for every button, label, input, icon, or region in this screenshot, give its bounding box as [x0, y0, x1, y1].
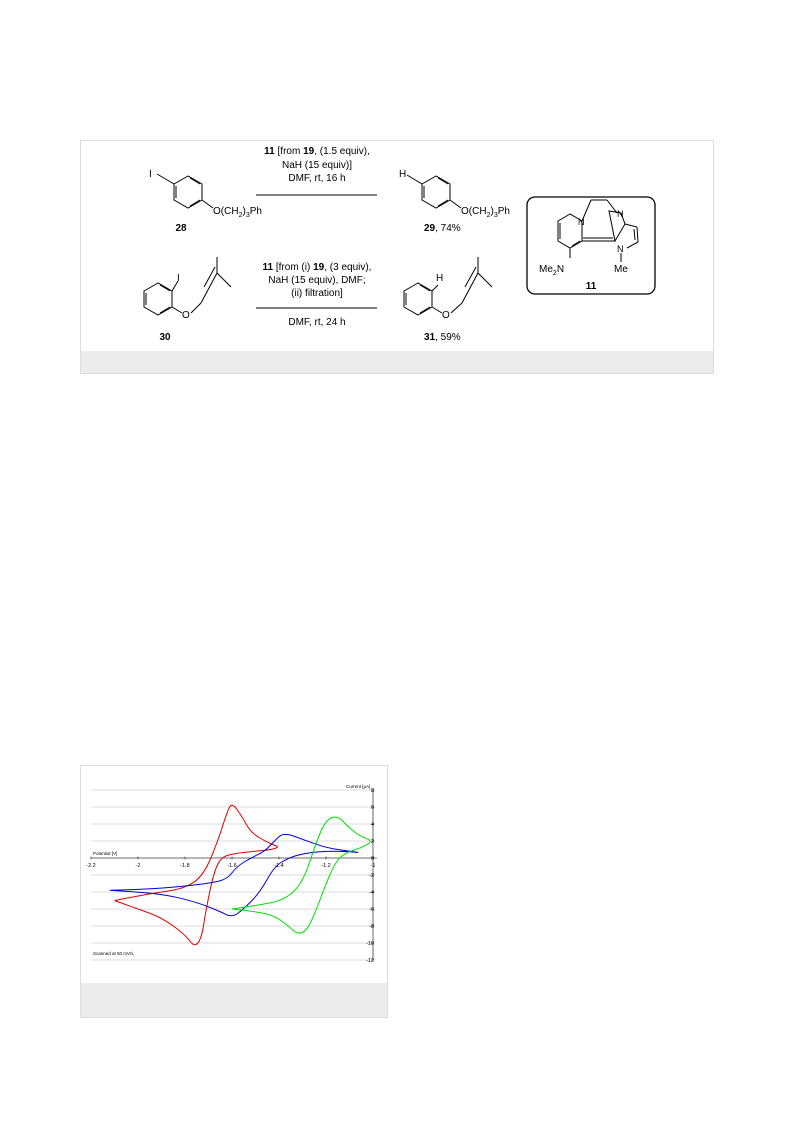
- x-tick-label: -1.2: [321, 863, 330, 869]
- compound-label-29: 29, 74%: [424, 223, 461, 234]
- y-tick-label: -12: [366, 958, 374, 964]
- chart-title: Current [μA]: [346, 784, 370, 789]
- reagent-1-line1: 11 [from 19, (1.5 equiv),: [264, 146, 370, 157]
- compound-label-11: 11: [586, 281, 597, 292]
- scheme-caption-bar: [81, 351, 713, 373]
- reaction-scheme: I O(CH2)3Ph 28 11 [from 19, (1.5 equiv),…: [80, 140, 714, 374]
- hydrogen-label-31: H: [436, 273, 443, 284]
- y-tick-label: -2: [369, 873, 374, 879]
- y-tick-label: -4: [369, 890, 374, 896]
- compound-label-31: 31, 59%: [424, 332, 461, 343]
- cv-series-line-1: [114, 804, 279, 946]
- ring-n-label-1: N: [578, 217, 585, 227]
- cyclic-voltammogram-chart: -2.2 -2 -1.8 -1.6 -1.4 -1.2 -1 8 6 4 2 0 -2 -4 -6 -8 -10…: [86, 784, 377, 964]
- reagent-1-line2: NaH (15 equiv)]: [282, 160, 352, 171]
- y-tick-label: -6: [369, 907, 374, 913]
- x-axis-label: Potential [V]: [93, 851, 117, 856]
- compound-29-structure: [406, 174, 462, 209]
- reagent-2-line3: (ii) filtration]: [291, 288, 343, 299]
- y-tick-label: -8: [369, 924, 374, 930]
- compound-28-structure: [156, 173, 214, 209]
- x-tick-label: -1: [371, 863, 376, 869]
- dimethylamino-label: Me2N: [539, 264, 564, 277]
- structure-11-box: [526, 196, 656, 295]
- compound-30-structure: [143, 257, 232, 316]
- hydrogen-label-29: H: [399, 169, 406, 180]
- x-tick-label: -1.4: [274, 863, 283, 869]
- y-tick-label: 8: [371, 788, 374, 794]
- compound-label-30: 30: [159, 332, 171, 343]
- compound-31-structure: [403, 257, 493, 316]
- y-tick-label: 4: [371, 822, 374, 828]
- oxygen-label-31: O: [442, 310, 450, 321]
- reagent-2-line4: DMF, rt, 24 h: [288, 317, 345, 328]
- compound-label-28: 28: [175, 223, 187, 234]
- x-tick-label: -2: [136, 863, 141, 869]
- reagent-2-line2: NaH (15 equiv), DMF;: [268, 275, 365, 286]
- y-tick-label: -10: [366, 941, 374, 947]
- y-tick-label: 2: [371, 839, 374, 845]
- scan-rate-note: Scanned at 50 mV/s: [93, 951, 134, 956]
- iodine-label-30: I: [177, 273, 180, 284]
- ring-n-label-2: N: [617, 209, 624, 219]
- ether-group-28: O(CH2)3Ph: [213, 206, 262, 219]
- oxygen-label-30: O: [182, 310, 190, 321]
- x-tick-label: -2.2: [86, 863, 95, 869]
- ring-n-label-3: N: [617, 244, 624, 254]
- y-tick-label: 0: [371, 856, 374, 862]
- cv-figure: -2.2 -2 -1.8 -1.6 -1.4 -1.2 -1 8 6 4 2 0 -2 -4 -6 -8 -10…: [80, 765, 388, 1018]
- reagent-1-line3: DMF, rt, 16 h: [288, 173, 345, 184]
- iodine-label-28: I: [149, 169, 152, 180]
- cv-series-line-2: [109, 833, 359, 917]
- ether-group-29: O(CH2)3Ph: [461, 206, 510, 219]
- methyl-label: Me: [614, 264, 628, 275]
- compound-11-structure: [557, 199, 639, 262]
- x-tick-label: -1.6: [227, 863, 236, 869]
- y-tick-label: 6: [371, 805, 374, 811]
- reagent-2-line1: 11 [from (i) 19, (3 equiv),: [263, 262, 372, 273]
- x-tick-label: -1.8: [180, 863, 189, 869]
- figure-caption-bar: [81, 983, 387, 1017]
- scheme-drawing: I O(CH2)3Ph 28 11 [from 19, (1.5 equiv),…: [143, 146, 656, 343]
- cv-series-line-3: [231, 816, 371, 934]
